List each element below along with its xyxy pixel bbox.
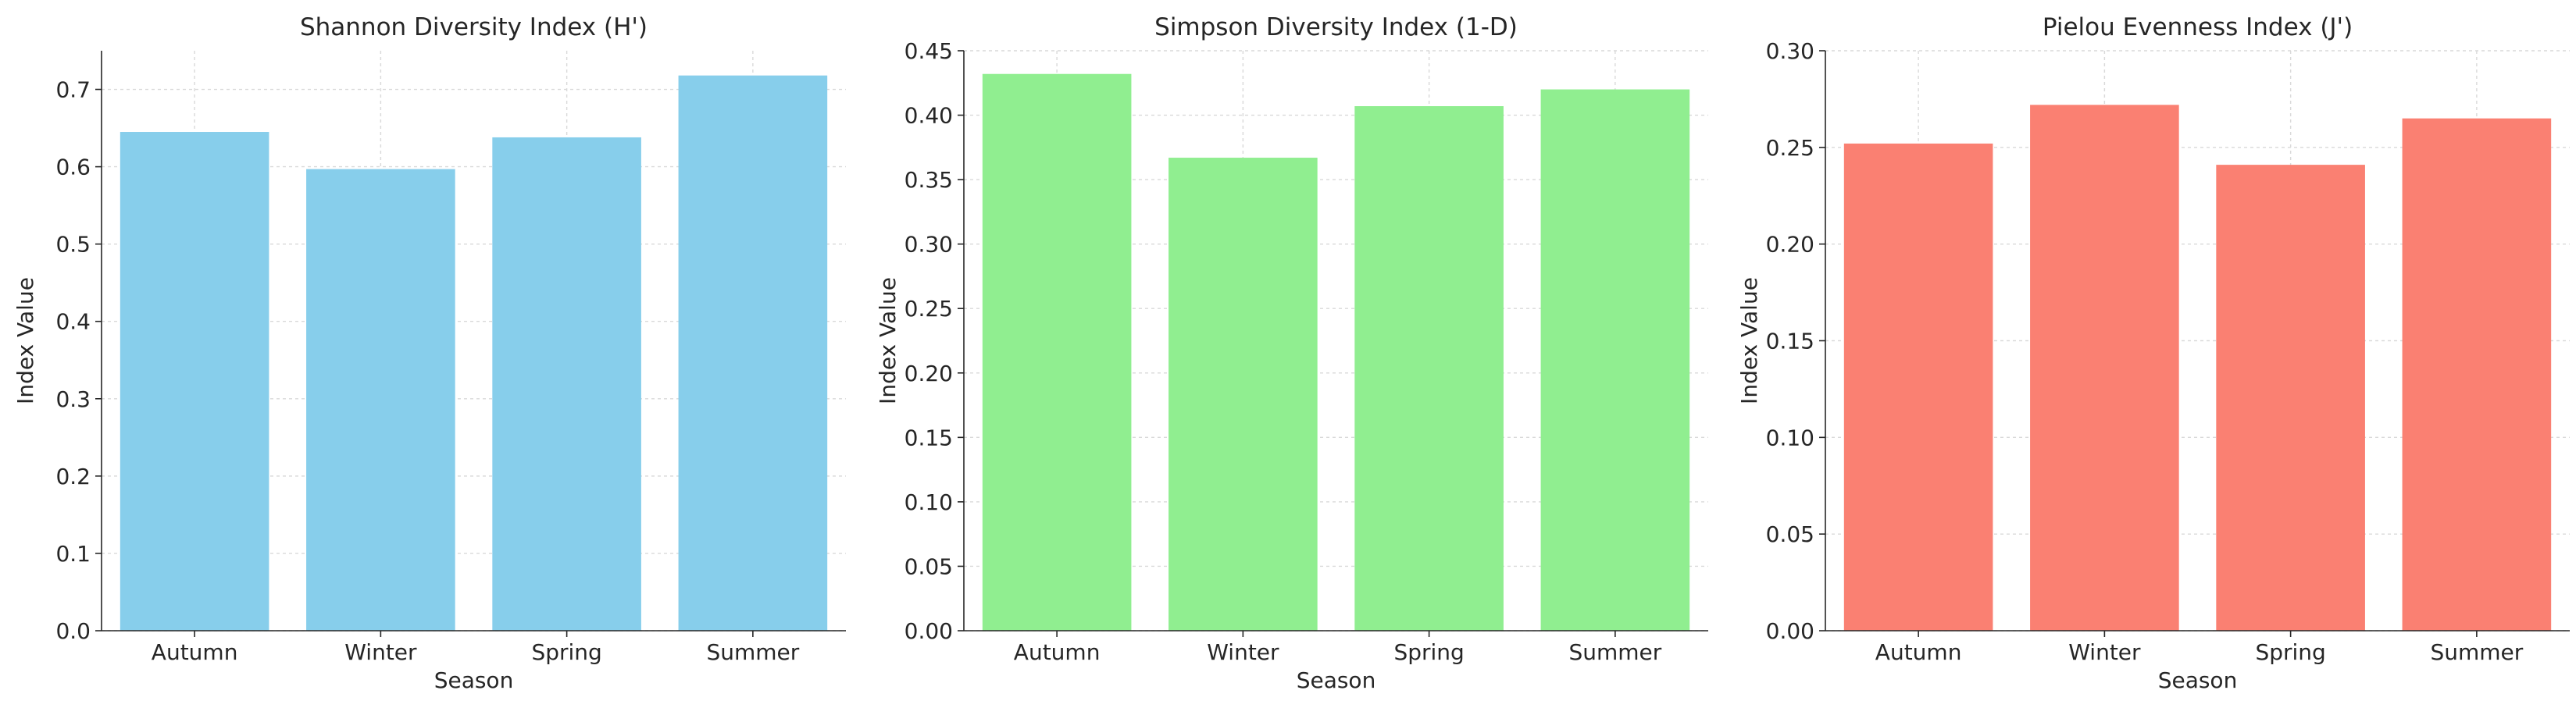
y-tick-label: 0.10 xyxy=(904,489,953,515)
bar-spring xyxy=(2216,165,2365,631)
bar-winter xyxy=(1168,158,1318,631)
y-tick-label: 0.0 xyxy=(55,618,91,644)
y-tick-label: 0.45 xyxy=(904,38,953,64)
y-tick-label: 0.35 xyxy=(904,167,953,193)
y-tick-label: 0.00 xyxy=(904,618,953,644)
bar-summer xyxy=(1540,89,1690,632)
y-tick-label: 0.40 xyxy=(904,103,953,129)
x-axis-label: Season xyxy=(2158,667,2238,693)
x-tick-label: Autumn xyxy=(1014,639,1101,665)
y-tick-label: 0.10 xyxy=(1766,425,1814,450)
y-tick-label: 0.05 xyxy=(1766,521,1814,547)
x-tick-label: Summer xyxy=(706,639,799,665)
x-tick-label: Spring xyxy=(531,639,601,665)
x-tick-label: Winter xyxy=(344,639,417,665)
chart-panel-2: 0.00 0.05 0.10 0.15 0.20 0.25 0.30 0.35 0.40 0.45… xyxy=(875,13,1708,693)
y-tick-label: 0.4 xyxy=(55,309,91,335)
x-axis-label: Season xyxy=(434,667,514,693)
bar-summer xyxy=(2402,118,2552,631)
x-tick-label: Winter xyxy=(1207,639,1279,665)
y-tick-label: 0.00 xyxy=(1766,618,1814,644)
y-tick-label: 0.20 xyxy=(904,361,953,386)
chart-title: Shannon Diversity Index (H') xyxy=(300,13,648,41)
y-axis-label: Index Value xyxy=(1736,277,1762,404)
x-tick-label: Spring xyxy=(1393,639,1464,665)
x-tick-label: Summer xyxy=(1568,639,1661,665)
y-tick-label: 0.2 xyxy=(55,464,91,489)
x-tick-label: Autumn xyxy=(152,639,238,665)
y-tick-label: 0.30 xyxy=(904,232,953,258)
y-tick-label: 0.30 xyxy=(1766,38,1814,64)
bar-spring xyxy=(1354,105,1504,631)
y-axis-label: Index Value xyxy=(875,277,901,404)
y-tick-label: 0.20 xyxy=(1766,232,1814,258)
chart-title: Simpson Diversity Index (1-D) xyxy=(1154,13,1518,41)
y-tick-label: 0.5 xyxy=(55,232,91,258)
bar-autumn xyxy=(982,73,1132,632)
x-tick-label: Autumn xyxy=(1875,639,1962,665)
bar-spring xyxy=(492,137,641,632)
bar-autumn xyxy=(1843,143,1993,631)
y-tick-label: 0.15 xyxy=(1766,329,1814,354)
y-tick-label: 0.1 xyxy=(55,541,91,567)
y-axis-label: Index Value xyxy=(12,277,38,404)
bar-summer xyxy=(678,75,828,631)
chart-panel-3: 0.00 0.05 0.10 0.15 0.20 0.25 0.30 Autumn Winter… xyxy=(1736,13,2570,693)
x-tick-label: Winter xyxy=(2068,639,2141,665)
x-tick-label: Spring xyxy=(2255,639,2325,665)
chart-panel-1: 0.0 0.1 0.2 0.3 0.4 0.5 0.6 0.7 Autumn Winter Spri… xyxy=(12,13,846,693)
y-tick-label: 0.3 xyxy=(55,386,91,412)
y-tick-label: 0.05 xyxy=(904,553,953,579)
chart-title: Pielou Evenness Index (J') xyxy=(2043,13,2353,41)
bar-autumn xyxy=(120,132,269,631)
x-axis-label: Season xyxy=(1297,667,1376,693)
y-tick-label: 0.25 xyxy=(1766,135,1814,161)
x-tick-label: Summer xyxy=(2430,639,2523,665)
y-tick-label: 0.15 xyxy=(904,425,953,450)
bar-winter xyxy=(2030,105,2179,631)
y-tick-label: 0.25 xyxy=(904,296,953,322)
y-tick-label: 0.7 xyxy=(55,77,91,103)
y-tick-label: 0.6 xyxy=(55,155,91,180)
bar-winter xyxy=(306,169,455,631)
